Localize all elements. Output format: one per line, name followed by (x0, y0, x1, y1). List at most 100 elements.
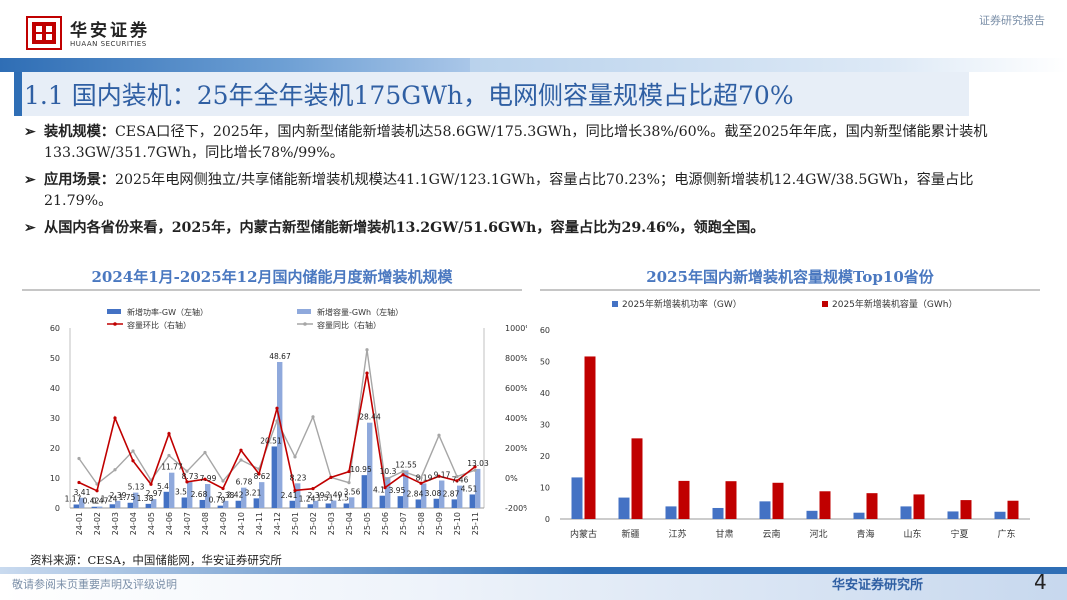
bar-capacity (439, 480, 445, 508)
y-tick-label: 0 (545, 515, 550, 524)
x-tick-label: 25-06 (381, 512, 390, 535)
x-tick-label: 云南 (762, 528, 780, 540)
bar-power (379, 495, 385, 508)
line-capacity-mom-point (329, 475, 333, 479)
data-label-capacity: 6.78 (236, 478, 253, 487)
data-label-capacity: 13.03 (467, 459, 489, 468)
data-label-capacity: 8.19 (416, 473, 433, 482)
x-tick-label: 24-08 (201, 512, 210, 535)
bar-province-power (759, 501, 771, 519)
line-capacity-mom-point (293, 488, 297, 493)
bar-capacity (277, 361, 283, 508)
legend-label: 新增容量-GWh（左轴） (317, 307, 403, 317)
line-capacity-yoy-point (365, 348, 369, 352)
x-tick-label: 25-02 (309, 512, 318, 535)
data-label-capacity: 5.13 (128, 483, 145, 492)
line-capacity-mom-point (203, 477, 207, 481)
x-tick-label: 25-03 (327, 512, 336, 535)
data-label-capacity: 28.44 (359, 413, 381, 422)
line-capacity-yoy-point (167, 453, 171, 458)
bar-power (253, 498, 259, 508)
bar-power (361, 475, 367, 508)
bar-power (163, 491, 169, 508)
bar-capacity (259, 482, 265, 508)
y-right-tick-label: -200% (505, 504, 527, 513)
data-label-power: 2.42 (227, 491, 244, 500)
data-label-power: 0.79 (209, 496, 226, 505)
x-tick-label: 24-04 (129, 512, 138, 535)
legend-label: 2025年新增装机容量（GWh） (832, 298, 957, 310)
x-tick-label: 25-11 (471, 512, 480, 535)
source-note: 资料来源：CESA，中国储能网，华安证券研究所 (30, 553, 282, 567)
bullet-arrow-icon: ➢ (24, 172, 36, 188)
data-label-capacity: 2.39 (308, 491, 325, 500)
legend-swatch (612, 301, 618, 307)
bullet-lead: 应用场景： (44, 172, 115, 188)
x-tick-label: 24-10 (237, 512, 246, 535)
bar-province-capacity (1007, 500, 1019, 519)
bar-province-power (900, 506, 912, 519)
data-label-power: 3.95 (389, 486, 406, 495)
y-right-tick-label: 400% (505, 414, 527, 423)
y-left-tick-label: 60 (50, 324, 60, 333)
y-right-tick-label: 200% (505, 444, 527, 453)
line-capacity-mom-point (401, 473, 405, 477)
bar-capacity (295, 483, 301, 508)
bar-capacity (331, 500, 337, 508)
bar-power (271, 446, 277, 508)
x-tick-label: 24-06 (165, 512, 174, 535)
bar-province-capacity (819, 491, 831, 519)
legend-label: 容量环比（右轴） (127, 320, 191, 330)
province-top10-chart: 2025年新增装机功率（GW） 2025年新增装机容量（GWh） 0 10 20 30 40… (540, 298, 1030, 540)
logo-name: 华安证券 (70, 21, 150, 41)
bar-capacity (475, 468, 481, 508)
data-label-power: 2.41 (281, 491, 298, 500)
line-capacity-yoy-point (311, 415, 315, 419)
data-label-power: 4.51 (461, 484, 478, 493)
line-capacity-mom-point (185, 480, 189, 484)
line-capacity-yoy-point (185, 469, 189, 473)
bar-power (199, 499, 205, 508)
bullet-lead: 装机规模： (44, 124, 115, 140)
bar-capacity (457, 485, 463, 508)
y-tick-label: 50 (540, 358, 550, 367)
institute-name: 华安证券研究所 (832, 578, 924, 593)
x-tick-label: 24-05 (147, 512, 156, 535)
bullet-item: ➢ 从国内各省份来看，2025年，内蒙古新型储能新增装机13.2GW/51.6G… (24, 218, 1024, 239)
bar-province-power (571, 477, 583, 519)
line-capacity-mom-point (149, 482, 153, 486)
data-label-power: 1.5 (337, 494, 349, 503)
header-band (0, 58, 1067, 72)
line-capacity-yoy-point (131, 449, 135, 453)
y-tick-label: 10 (540, 484, 550, 493)
bar-province-capacity (678, 480, 690, 519)
y-right-tick-label: 800% (505, 354, 527, 363)
data-label-capacity: 2.49 (326, 491, 343, 500)
line-capacity-yoy-point (347, 481, 351, 485)
y-right-tick-label: 600% (505, 384, 527, 393)
bar-power (109, 504, 115, 508)
bar-province-capacity (631, 438, 643, 519)
line-capacity-mom-point (239, 448, 243, 452)
y-right-tick-label: 1000% (505, 324, 527, 333)
x-tick-label: 25-09 (435, 512, 444, 535)
bullet-item: ➢ 装机规模：CESA口径下，2025年，国内新型储能新增装机达58.6GW/1… (24, 122, 1024, 164)
line-capacity-yoy-point (419, 476, 423, 480)
page-title: 1.1 国内装机：25年全年装机175GWh，电网侧容量规模占比超70% (24, 81, 794, 110)
line-capacity-mom-point (437, 474, 441, 478)
data-label-capacity: 2.39 (110, 491, 127, 500)
data-label-power: 2.84 (407, 489, 424, 498)
data-label-power: 3.21 (245, 488, 262, 497)
line-capacity-mom-point (95, 489, 99, 493)
logo-subtitle: HUAAN SECURITIES (70, 40, 147, 48)
data-label-capacity: 7.99 (200, 474, 217, 483)
x-tick-label: 24-12 (273, 512, 282, 535)
bullet-text-bold: 从国内各省份来看，2025年，内蒙古新型储能新增装机13.2GW/51.6GWh… (44, 220, 765, 236)
line-capacity-yoy-point (203, 450, 207, 455)
x-tick-label: 广东 (997, 528, 1015, 540)
bar-power (91, 506, 97, 508)
y-left-tick-label: 40 (50, 384, 60, 393)
bullet-arrow-icon: ➢ (24, 124, 36, 140)
bar-power (181, 497, 187, 508)
logo-mark-icon (26, 16, 62, 50)
